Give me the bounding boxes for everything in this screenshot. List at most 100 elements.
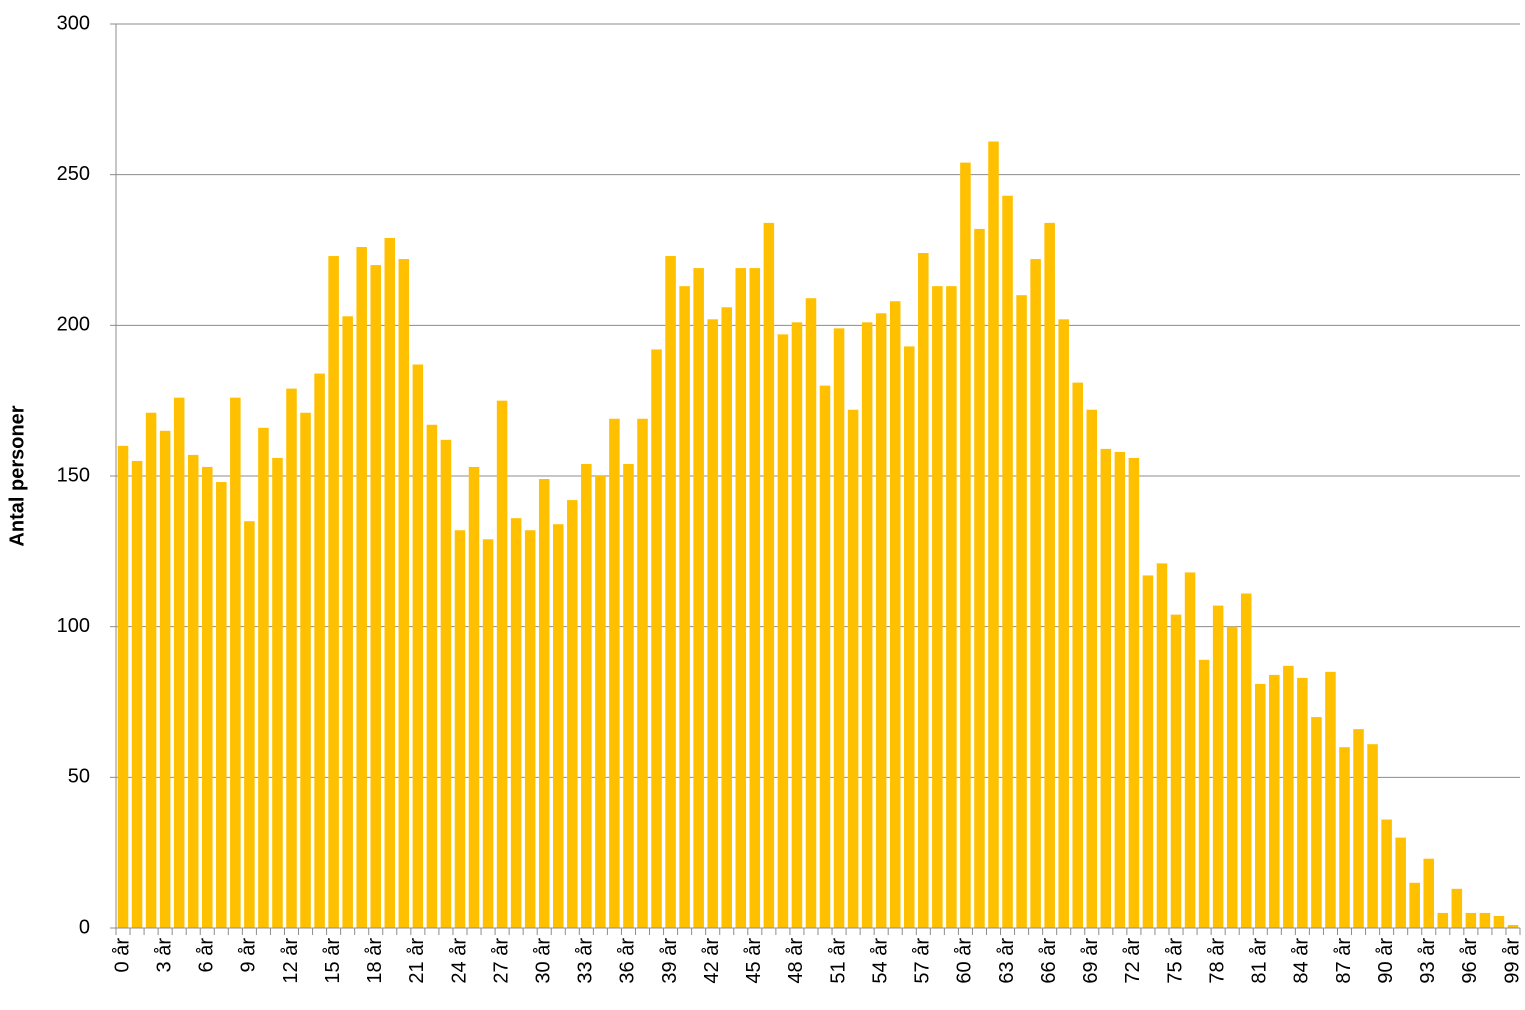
bar	[609, 418, 620, 928]
y-tick-label: 250	[57, 163, 90, 185]
bar	[426, 424, 438, 928]
bar	[1367, 744, 1378, 928]
bar	[693, 268, 704, 929]
y-tick-label: 0	[79, 916, 90, 938]
x-tick-label: 90 år	[1375, 938, 1397, 984]
bar	[1114, 451, 1126, 928]
bar	[1381, 819, 1392, 928]
bar	[1339, 747, 1350, 928]
bar	[1283, 665, 1294, 928]
x-tick-label: 48 år	[785, 938, 807, 984]
bar	[1437, 912, 1449, 928]
bar	[496, 400, 508, 929]
bar	[187, 454, 199, 928]
x-tick-label: 60 år	[954, 938, 976, 984]
bar	[1016, 295, 1027, 928]
bar	[1451, 888, 1463, 928]
bar	[763, 222, 775, 928]
bar	[272, 457, 283, 928]
bar	[1269, 674, 1280, 928]
bar	[833, 328, 845, 928]
x-tick-label: 57 år	[912, 938, 934, 984]
bar	[1493, 915, 1505, 928]
bar	[1072, 382, 1084, 928]
bar	[889, 301, 901, 928]
bar	[819, 385, 831, 929]
x-tick-label: 72 år	[1122, 938, 1144, 984]
bar	[1311, 717, 1322, 928]
x-tick-label: 51 år	[827, 938, 849, 984]
bar	[1156, 563, 1168, 928]
y-tick-label: 300	[57, 12, 90, 34]
bar	[300, 412, 311, 929]
bar	[623, 463, 634, 928]
bar	[1142, 575, 1154, 928]
bar	[552, 524, 564, 928]
x-tick-label: 54 år	[869, 938, 891, 984]
bar	[468, 466, 480, 928]
bar	[805, 298, 817, 928]
bar	[791, 322, 803, 928]
bar	[735, 268, 747, 929]
x-tick-label: 75 år	[1164, 938, 1186, 984]
bar	[875, 313, 887, 928]
bar	[581, 463, 592, 928]
bar	[1423, 858, 1435, 928]
x-tick-label: 36 år	[617, 938, 639, 984]
x-tick-label: 39 år	[659, 938, 681, 984]
bar	[651, 349, 662, 928]
bar	[918, 253, 929, 929]
bar	[679, 286, 690, 928]
bar	[974, 228, 985, 928]
bar	[398, 259, 410, 928]
bar	[244, 521, 255, 928]
bar	[595, 476, 606, 928]
x-tick-label: 84 år	[1291, 938, 1313, 984]
x-tick-label: 42 år	[701, 938, 723, 984]
x-tick-label: 69 år	[1080, 938, 1102, 984]
bar	[412, 364, 424, 928]
x-tick-label: 96 år	[1459, 938, 1481, 984]
bar	[1100, 448, 1112, 928]
x-tick-label: 3 år	[153, 938, 175, 973]
bar	[861, 322, 873, 928]
x-tick-label: 81 år	[1249, 938, 1271, 984]
x-tick-label: 0 år	[111, 938, 133, 973]
y-tick-label: 50	[68, 766, 90, 788]
bar	[1002, 195, 1013, 928]
bar	[721, 307, 733, 929]
bar	[1226, 626, 1238, 928]
bar	[524, 530, 536, 928]
bar	[932, 286, 943, 928]
x-tick-label: 63 år	[996, 938, 1018, 984]
bar	[946, 286, 957, 928]
bar	[510, 518, 522, 928]
bar	[1212, 605, 1224, 928]
bar	[1409, 882, 1420, 928]
x-tick-label: 9 år	[238, 938, 260, 973]
x-tick-label: 15 år	[322, 938, 344, 984]
bar	[637, 418, 648, 928]
bar	[567, 500, 578, 928]
x-tick-label: 24 år	[448, 938, 470, 984]
x-tick-label: 45 år	[743, 938, 765, 984]
x-tick-label: 66 år	[1038, 938, 1060, 984]
bar	[117, 445, 129, 928]
x-tick-label: 93 år	[1417, 938, 1439, 984]
y-axis-title: Antal personer	[6, 405, 28, 546]
bar	[342, 316, 353, 928]
bar	[384, 237, 396, 929]
bar	[328, 256, 339, 928]
bar	[1058, 319, 1069, 929]
bar	[356, 246, 367, 928]
bar	[1479, 912, 1491, 928]
x-tick-label: 33 år	[575, 938, 597, 984]
bar	[1254, 683, 1266, 928]
bar	[216, 482, 227, 928]
x-tick-label: 87 år	[1333, 938, 1355, 984]
bar	[707, 319, 718, 929]
bar	[1086, 409, 1098, 928]
bar	[1198, 659, 1210, 928]
bar	[1507, 924, 1519, 928]
x-tick-label: 99 år	[1501, 938, 1523, 984]
